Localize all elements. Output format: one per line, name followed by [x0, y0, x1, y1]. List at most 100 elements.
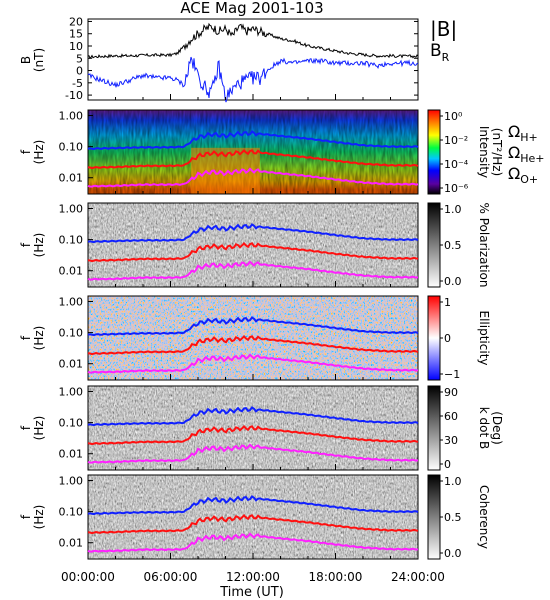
y-axis-title: f (Hz)	[19, 140, 46, 165]
colorbar-tick-label: 10⁻⁶	[444, 182, 469, 195]
field-y-axis-title: B (nT)	[19, 48, 46, 72]
y-axis-title: f (Hz)	[19, 416, 46, 441]
x-axis: Time (UT) 00:00:00 06:00:00 12:00:00 18:00:…	[61, 94, 445, 600]
spectrogram-panels: 1.000.100.01f (Hz)10⁰10⁻²10⁻⁴10⁻⁶Intensit…	[19, 109, 545, 560]
y-tick-label: 0.10	[59, 506, 84, 519]
gyrofrequency-line-he	[87, 513, 419, 535]
colorbar	[427, 474, 441, 560]
y-tick-label: 0.10	[59, 327, 84, 340]
y-tick-label: 0.01	[59, 265, 84, 278]
y-tick-label: 0.10	[59, 417, 84, 430]
colorbar-title: Intensity (nT²/Hz)	[477, 126, 504, 178]
y-axis-title: f (Hz)	[19, 233, 46, 258]
y-axis-unit: (Hz)	[32, 140, 46, 165]
colorbar-unit: (Deg)	[490, 411, 504, 445]
y-tick-label: 0.01	[59, 448, 84, 461]
y-tick-label: 1.00	[59, 295, 84, 308]
colorbar-title: k dot B (Deg)	[477, 407, 504, 449]
colorbar-label: Ellipticity	[477, 311, 491, 366]
y-tick-label: 0.01	[59, 358, 84, 371]
gyrofrequency-line-h	[87, 406, 419, 427]
gyrofrequency-line-o	[87, 443, 419, 464]
gyro-subscript: H+	[520, 131, 538, 144]
colorbar-tick-label: 10⁻⁴	[444, 158, 469, 171]
colorbar-tick-label: 0.5	[444, 511, 462, 524]
gyro-symbol: Ω	[508, 143, 520, 162]
colorbar-tick-label: 0.0	[444, 275, 462, 288]
x-tick-label: 06:00:00	[144, 570, 198, 584]
y-axis-title: f (Hz)	[19, 326, 46, 351]
gyro-legend-h: ΩH+	[508, 122, 538, 144]
colorbar-tick-label: 60	[444, 410, 458, 423]
y-tick-label: 1.00	[59, 474, 84, 487]
gyrofrequency-line-he	[87, 334, 419, 356]
colorbar-label: Coherency	[477, 485, 491, 549]
gyrofrequency-legend: ΩH+ΩHe+ΩO+	[508, 122, 545, 186]
y-tick-label: 1.00	[59, 385, 84, 398]
colorbar-title: % Polarization	[477, 203, 491, 288]
field-y-unit: (nT)	[32, 48, 46, 72]
colorbar-tick-label: 10⁻²	[444, 134, 468, 147]
field-y-tick-label: 10	[69, 40, 83, 53]
gyrofrequency-line-he	[87, 241, 419, 263]
gyrofrequency-line-h	[87, 130, 419, 151]
field-y-tick-label: 5	[76, 52, 83, 65]
gyro-legend-he: ΩHe+	[508, 143, 545, 165]
gyrofrequency-line-he	[87, 424, 419, 446]
spectrogram-panel-polarization: 1.00 0.10 0.01 f (Hz) 1.0 0.5 0.0 % Polarization	[19, 202, 491, 288]
colorbar-tick-label: 30	[444, 434, 458, 447]
y-axis-label: f	[19, 149, 33, 154]
colorbar-tick-label: 0.5	[444, 239, 462, 252]
gyrofrequency-line-o	[87, 353, 419, 374]
gyro-symbol: Ω	[508, 164, 520, 183]
colorbar-title: Coherency	[477, 485, 491, 549]
y-tick-label: 0.01	[59, 537, 84, 550]
figure-title: ACE Mag 2001-103	[180, 0, 323, 17]
field-y-tick-label: -5	[72, 77, 83, 90]
gyrofrequency-line-o	[87, 167, 419, 188]
y-axis-title: f (Hz)	[19, 505, 46, 530]
colorbar-tick-label: 1.0	[444, 203, 462, 216]
y-axis-unit: (Hz)	[32, 416, 46, 441]
y-tick-label: 1.00	[59, 202, 84, 215]
colorbar-title: Ellipticity	[477, 311, 491, 366]
gyrofrequency-line-h	[87, 495, 419, 516]
spectrogram-panel-intensity: 1.00 0.10 0.01 f (Hz) 10⁰ 10⁻² 10⁻⁴ 10⁻⁶ Intensit…	[19, 109, 504, 195]
gyro-symbol: Ω	[508, 122, 520, 141]
x-tick-label: 24:00:00	[391, 570, 445, 584]
field-y-tick-label: -10	[65, 89, 83, 102]
colorbar-tick-label: 0	[444, 332, 451, 345]
y-tick-label: 0.10	[59, 141, 84, 154]
y-tick-label: 1.00	[59, 109, 84, 122]
colorbar	[427, 202, 441, 288]
field-y-tick-label: 0	[76, 65, 83, 78]
y-tick-label: 0.10	[59, 234, 84, 247]
colorbar-tick-label: 1	[444, 296, 451, 309]
y-axis-unit: (Hz)	[32, 326, 46, 351]
colorbar-label: k dot B	[477, 407, 491, 449]
legend-br-symbol: B	[430, 41, 442, 61]
spectrogram-panel-kdotb: 1.00 0.10 0.01 f (Hz) 90 60 30 0 k dot B (Deg)	[19, 385, 504, 471]
colorbar-tick-label: 90	[444, 386, 458, 399]
colorbar	[427, 295, 441, 381]
legend-btotal: |B|	[430, 17, 457, 41]
x-tick-label: 18:00:00	[309, 570, 363, 584]
colorbar-tick-label: −1	[444, 368, 460, 381]
colorbar	[427, 109, 441, 195]
x-axis-title: Time (UT)	[219, 585, 284, 600]
series-line-br	[87, 56, 419, 103]
colorbar-tick-label: 0.0	[444, 547, 462, 560]
y-axis-unit: (Hz)	[32, 505, 46, 530]
y-axis-label: f	[19, 335, 33, 340]
gyro-subscript: O+	[520, 173, 538, 186]
field-y-tick-label: 15	[69, 28, 83, 41]
gyrofrequency-line-h	[87, 316, 419, 337]
field-y-label: B	[19, 56, 33, 64]
x-tick-label: 00:00:00	[61, 570, 115, 584]
gyrofrequency-line-o	[87, 532, 419, 553]
y-axis-label: f	[19, 425, 33, 430]
y-axis-label: f	[19, 514, 33, 519]
